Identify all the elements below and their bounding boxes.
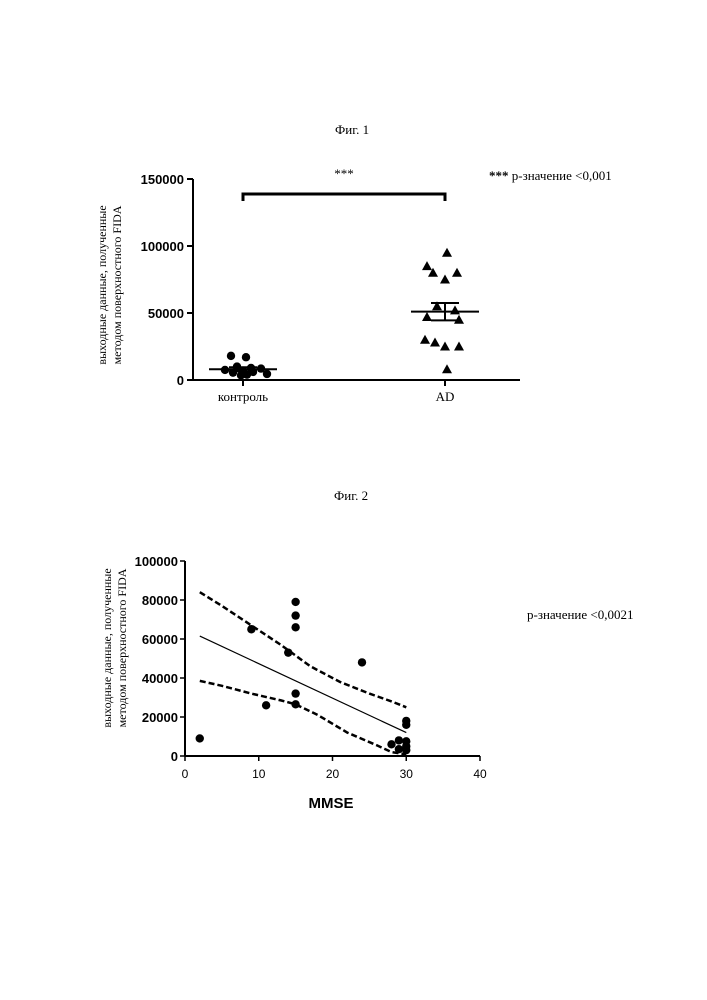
ad-point bbox=[422, 312, 432, 321]
x-tick-label: 20 bbox=[326, 767, 340, 781]
chart-1: 0 50000 100000 150000 контроль AD выходные дан… bbox=[95, 166, 520, 404]
ad-point bbox=[440, 342, 450, 351]
ad-point bbox=[422, 261, 432, 270]
x-tick-label: 10 bbox=[252, 767, 266, 781]
regression-line bbox=[200, 636, 406, 733]
control-point bbox=[237, 371, 245, 379]
data-point bbox=[387, 740, 395, 748]
data-point bbox=[358, 658, 366, 666]
y-axis-label-line1: выходные данные, полученные bbox=[100, 568, 114, 727]
data-point bbox=[395, 736, 403, 744]
x-tick-label: 0 bbox=[182, 767, 189, 781]
confidence-band-upper bbox=[200, 592, 406, 707]
data-point bbox=[291, 598, 299, 606]
data-point bbox=[247, 625, 255, 633]
y-tick-label: 60000 bbox=[142, 632, 178, 647]
significance-bracket bbox=[243, 194, 445, 201]
x-tick-label: 30 bbox=[400, 767, 414, 781]
data-point bbox=[402, 721, 410, 729]
y-tick-label: 40000 bbox=[142, 671, 178, 686]
data-point bbox=[291, 700, 299, 708]
y-tick-label: 0 bbox=[171, 749, 178, 764]
ad-point bbox=[452, 268, 462, 277]
ad-point bbox=[442, 364, 452, 373]
data-point bbox=[291, 611, 299, 619]
x-tick-label: AD bbox=[436, 389, 455, 404]
control-point bbox=[242, 353, 250, 361]
ad-point bbox=[440, 275, 450, 284]
x-tick-label: 40 bbox=[473, 767, 487, 781]
data-point bbox=[291, 689, 299, 697]
chart-2: 0 20000 40000 60000 80000 100000 0 10 20 30 40 MMSE… bbox=[100, 554, 487, 812]
y-tick-label: 20000 bbox=[142, 710, 178, 725]
y-tick-label: 100000 bbox=[141, 239, 184, 254]
x-tick-label: контроль bbox=[218, 389, 268, 404]
ad-point bbox=[420, 335, 430, 344]
y-axis-label: выходные данные, полученныеметодом повер… bbox=[100, 568, 129, 727]
control-point bbox=[263, 370, 271, 378]
control-point bbox=[227, 352, 235, 360]
y-axis-label-line2: методом поверхностного FIDA bbox=[110, 205, 124, 364]
ad-point bbox=[454, 342, 464, 351]
data-point bbox=[284, 648, 292, 656]
y-axis-label-line2: методом поверхностного FIDA bbox=[115, 568, 129, 727]
ad-point bbox=[450, 305, 460, 314]
y-tick-label: 100000 bbox=[135, 554, 178, 569]
y-axis-label-line1: выходные данные, полученные bbox=[95, 205, 109, 364]
data-point bbox=[291, 623, 299, 631]
y-tick-label: 80000 bbox=[142, 593, 178, 608]
data-point bbox=[402, 746, 410, 754]
ad-point bbox=[454, 315, 464, 324]
y-tick-label: 150000 bbox=[141, 172, 184, 187]
data-point bbox=[262, 701, 270, 709]
data-point bbox=[196, 734, 204, 742]
ad-point bbox=[430, 337, 440, 346]
ad-point bbox=[442, 248, 452, 257]
data-point bbox=[395, 745, 403, 753]
x-axis-label: MMSE bbox=[309, 795, 354, 812]
y-axis-label: выходные данные, полученныеметодом повер… bbox=[95, 205, 124, 364]
y-tick-label: 0 bbox=[177, 373, 184, 388]
significance-stars: *** bbox=[334, 166, 354, 181]
y-tick-label: 50000 bbox=[148, 306, 184, 321]
